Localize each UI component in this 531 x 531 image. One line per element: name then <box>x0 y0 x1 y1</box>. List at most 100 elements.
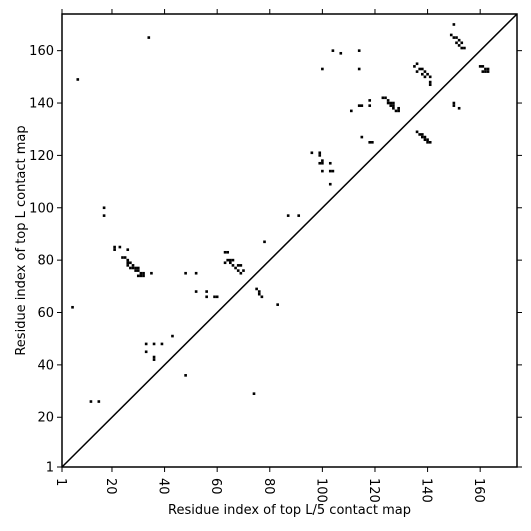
y-tick-label: 40 <box>37 358 54 373</box>
contact-point <box>421 133 424 136</box>
contact-point <box>213 295 216 299</box>
y-tick-label: 140 <box>29 97 54 112</box>
contact-point <box>421 135 424 139</box>
contact-point <box>486 67 490 71</box>
contact-point <box>426 138 429 141</box>
contact-point <box>426 72 429 76</box>
contact-point <box>263 240 266 244</box>
contact-point <box>126 261 130 265</box>
contact-point <box>457 44 461 47</box>
contact-point <box>428 83 432 87</box>
contact-point <box>113 245 116 249</box>
contact-point <box>131 266 135 270</box>
contact-point <box>134 266 137 270</box>
x-tick-label: 40 <box>156 478 171 495</box>
contact-point <box>371 141 374 144</box>
contact-point <box>349 109 353 113</box>
contact-point <box>460 41 464 45</box>
contact-point <box>328 182 332 186</box>
x-tick-label: 100 <box>313 478 328 503</box>
diagonal-line <box>61 13 518 468</box>
contact-point <box>223 261 227 265</box>
contact-point <box>113 248 116 251</box>
contact-point <box>229 258 232 262</box>
contact-point <box>236 264 240 267</box>
contact-point <box>481 65 485 68</box>
contact-point <box>239 271 243 275</box>
contact-point <box>144 350 148 354</box>
contact-point <box>310 151 314 155</box>
contact-point <box>328 161 332 165</box>
contact-point <box>223 250 227 254</box>
contact-point <box>423 70 427 73</box>
contact-point <box>123 256 127 259</box>
contact-point <box>463 46 466 50</box>
contact-point <box>423 138 427 141</box>
contact-point <box>152 355 156 359</box>
y-axis-title: Residue index of top L contact map <box>14 125 29 355</box>
contact-point <box>421 72 424 76</box>
contact-point <box>76 78 80 81</box>
contact-point <box>328 169 332 173</box>
contact-point <box>126 264 130 267</box>
contact-point <box>231 258 235 262</box>
contact-point <box>226 250 230 254</box>
contact-point <box>229 261 232 265</box>
contact-point <box>384 96 387 100</box>
contact-point <box>484 70 487 73</box>
contact-point <box>368 141 372 144</box>
contact-point <box>215 295 219 299</box>
x-tick-label: 160 <box>471 478 486 503</box>
x-tick-label: 140 <box>419 478 434 503</box>
contact-point <box>339 51 343 55</box>
contact-point <box>236 269 240 272</box>
contact-point <box>418 133 421 136</box>
contact-point <box>452 36 456 39</box>
y-tick-label: 100 <box>29 201 54 216</box>
x-axis-title: Residue index of top L/5 contact map <box>168 503 411 518</box>
contact-point <box>486 70 490 73</box>
contact-point <box>423 135 427 139</box>
contact-point <box>428 75 432 79</box>
x-tick-label: 60 <box>208 478 223 495</box>
contact-point <box>194 290 198 293</box>
contact-point <box>321 67 324 71</box>
contact-point <box>428 80 432 84</box>
contact-point <box>102 206 106 210</box>
contact-point <box>171 334 174 338</box>
contact-point <box>318 151 322 155</box>
contact-point <box>136 266 140 270</box>
contact-point <box>360 104 364 107</box>
contact-point <box>102 214 106 217</box>
contact-point <box>194 271 198 275</box>
contact-point <box>297 214 301 217</box>
contact-point <box>252 392 256 395</box>
y-tick-label: 1 <box>46 461 54 476</box>
contact-point <box>460 46 464 50</box>
contact-point <box>118 245 122 249</box>
contact-point <box>478 65 482 68</box>
contact-point <box>142 271 145 275</box>
contact-point <box>321 169 324 173</box>
contact-point <box>160 342 164 346</box>
contact-point <box>276 303 279 306</box>
contact-point <box>428 141 432 144</box>
contact-point <box>126 258 130 262</box>
contact-point <box>321 159 324 162</box>
x-tick-label: 120 <box>366 478 381 503</box>
y-tick-label: 120 <box>29 149 54 164</box>
contact-point <box>234 266 237 270</box>
contact-point <box>360 135 364 139</box>
contact-point <box>97 400 101 403</box>
contact-point <box>136 274 140 278</box>
contact-point <box>368 104 372 107</box>
contact-point <box>455 36 458 39</box>
contact-point <box>139 274 143 278</box>
contact-point <box>386 99 390 102</box>
contact-point <box>318 161 322 165</box>
contact-point <box>205 295 208 299</box>
contact-point <box>455 41 458 45</box>
contact-point <box>415 70 419 73</box>
plot-frame <box>61 13 518 468</box>
